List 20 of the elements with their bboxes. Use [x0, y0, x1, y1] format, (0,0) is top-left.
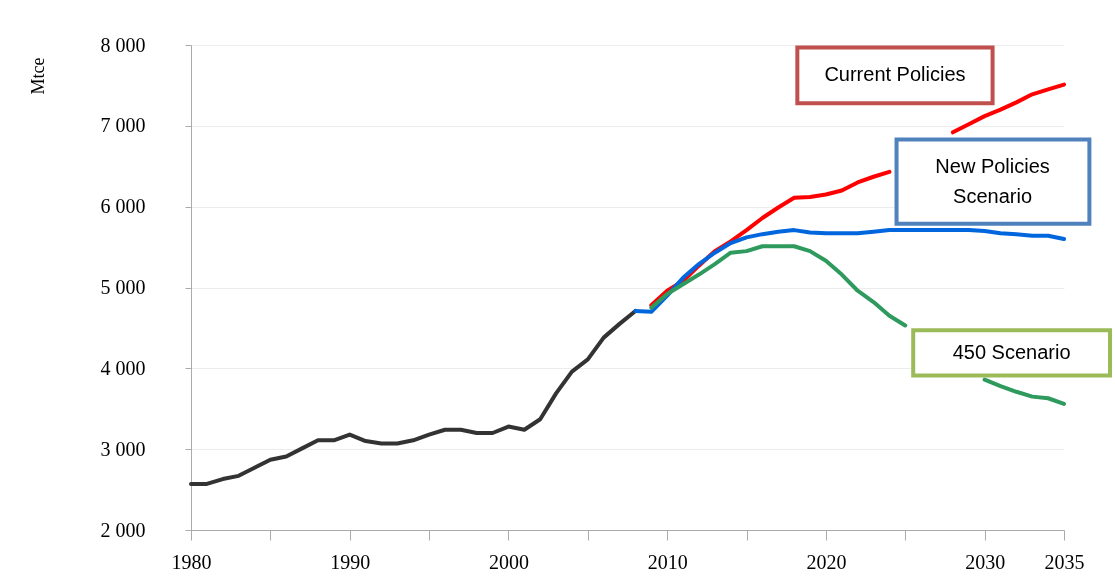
- series-label: Current Policies: [824, 63, 966, 86]
- x-tick-label: 1980: [171, 550, 212, 573]
- line-series: [189, 308, 638, 486]
- y-axis-title: Mtce: [27, 57, 48, 95]
- x-tick-label: 2010: [647, 550, 688, 573]
- y-tick-label: 4 000: [100, 356, 146, 379]
- x-tick-label: 2035: [1044, 550, 1085, 573]
- y-tick-label: 5 000: [100, 276, 146, 298]
- series-label: 450 Scenario: [952, 340, 1071, 363]
- x-tick-label: 1990: [330, 550, 371, 573]
- x-tick-label: 2000: [488, 550, 529, 573]
- x-tick-label: 2020: [806, 550, 847, 573]
- y-tick-label: 7 000: [100, 114, 146, 137]
- line-series: [633, 228, 1066, 314]
- y-tick-label: 6 000: [100, 195, 146, 218]
- series-label: New Policies Scenario: [935, 154, 1050, 207]
- y-tick-label: 3 000: [100, 437, 146, 460]
- y-tick-label: 2 000: [100, 518, 146, 541]
- x-tick-label: 2030: [965, 550, 1006, 573]
- y-tick-label: 8 000: [100, 33, 146, 56]
